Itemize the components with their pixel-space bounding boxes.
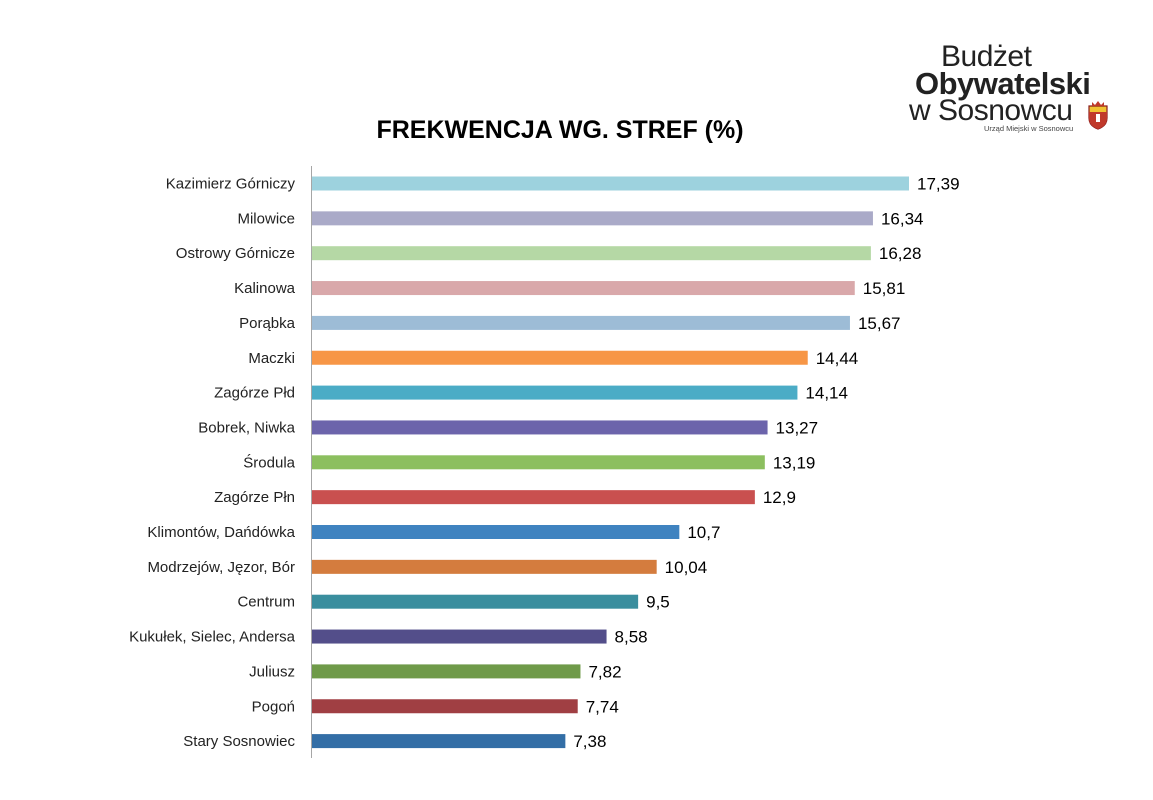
logo-line-2: Obywatelski xyxy=(915,66,1091,101)
value-label: 7,82 xyxy=(588,662,621,681)
value-label: 9,5 xyxy=(646,593,670,612)
category-label: Kalinowa xyxy=(234,280,296,297)
category-label: Pogoń xyxy=(252,698,295,715)
bar xyxy=(312,455,765,470)
bar xyxy=(312,490,755,505)
category-label: Milowice xyxy=(237,210,295,227)
value-label: 10,04 xyxy=(665,558,708,577)
value-label: 13,19 xyxy=(773,453,816,472)
chart-title: FREKWENCJA WG. STREF (%) xyxy=(376,116,744,144)
bar xyxy=(312,594,639,609)
bar xyxy=(312,559,657,574)
category-label: Ostrowy Górnicze xyxy=(176,245,295,262)
value-label: 16,34 xyxy=(881,209,924,228)
value-label: 12,9 xyxy=(763,488,796,507)
logo-line-1: Budżet xyxy=(941,40,1032,73)
category-label: Środula xyxy=(243,453,295,471)
value-label: 15,81 xyxy=(863,279,906,298)
bar xyxy=(312,734,566,749)
category-label: Kazimierz Górniczy xyxy=(166,176,296,193)
bar xyxy=(312,385,798,400)
bar xyxy=(312,699,578,714)
category-label: Bobrek, Niwka xyxy=(198,419,295,436)
bar xyxy=(312,629,607,644)
bar xyxy=(312,315,850,330)
category-label: Kukułek, Sielec, Andersa xyxy=(129,629,296,646)
value-label: 7,38 xyxy=(573,732,606,751)
bar xyxy=(312,664,581,679)
value-label: 13,27 xyxy=(776,418,819,437)
value-label: 14,14 xyxy=(805,384,848,403)
city-crest-icon xyxy=(1088,101,1108,130)
bar xyxy=(312,246,871,261)
bar xyxy=(312,420,768,435)
value-label: 17,39 xyxy=(917,175,960,194)
category-label: Juliusz xyxy=(249,663,295,680)
logo-subtitle: Urząd Miejski w Sosnowcu xyxy=(984,124,1074,133)
bar xyxy=(312,281,855,296)
category-label: Stary Sosnowiec xyxy=(183,733,295,750)
value-label: 8,58 xyxy=(615,628,648,647)
category-label: Zagórze Płn xyxy=(214,489,295,506)
value-label: 10,7 xyxy=(687,523,720,542)
value-label: 15,67 xyxy=(858,314,901,333)
category-label: Klimontów, Dańdówka xyxy=(147,524,295,541)
budzet-obywatelski-logo: Budżet Obywatelski w Sosnowcu Urząd Miej… xyxy=(905,40,1115,140)
bar xyxy=(312,525,680,539)
category-label: Porąbka xyxy=(239,315,296,332)
category-label: Modrzejów, Jęzor, Bór xyxy=(147,559,295,576)
category-label: Zagórze Płd xyxy=(214,385,295,402)
bar xyxy=(312,176,909,191)
bar xyxy=(312,350,808,365)
category-label: Maczki xyxy=(248,350,295,367)
category-label: Centrum xyxy=(237,594,295,611)
value-label: 14,44 xyxy=(816,349,859,368)
logo-line-3: w Sosnowcu xyxy=(909,94,1073,127)
bars-group: Kazimierz Górniczy 17,39 Milowice 16,34 Ostr… xyxy=(129,175,959,752)
bar xyxy=(312,211,873,226)
value-label: 7,74 xyxy=(586,697,619,716)
value-label: 16,28 xyxy=(879,244,922,263)
